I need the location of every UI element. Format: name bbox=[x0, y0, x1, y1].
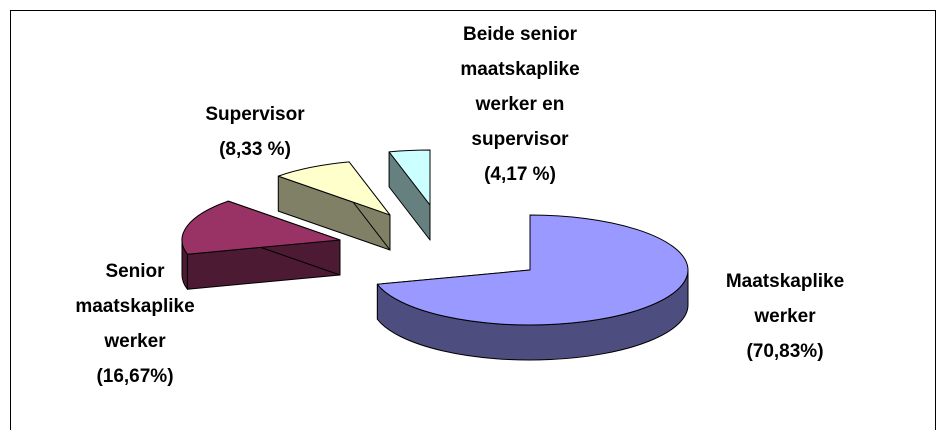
slice-value-label: (16,67%) bbox=[96, 366, 173, 387]
slice-top bbox=[181, 200, 341, 255]
chart-frame bbox=[10, 10, 936, 430]
slice-top bbox=[277, 161, 391, 216]
slice-value-label: (70,83%) bbox=[746, 341, 823, 362]
slice-value-label: (8,33 %) bbox=[219, 139, 291, 160]
slice-top bbox=[388, 149, 431, 206]
slice-value-label: (4,17 %) bbox=[484, 164, 556, 185]
pie-slice bbox=[388, 149, 431, 241]
pie-slice bbox=[376, 214, 689, 361]
slice-top bbox=[376, 214, 689, 326]
slice-label: Maatskaplike werker bbox=[726, 271, 844, 327]
slice-label: Senior maatskaplike werker bbox=[75, 261, 194, 352]
pie-slice bbox=[181, 200, 341, 290]
slice-label: Beide senior maatskaplike werker en supervi… bbox=[460, 24, 579, 150]
slice-label: Supervisor bbox=[205, 104, 305, 125]
pie-slice bbox=[277, 161, 391, 251]
